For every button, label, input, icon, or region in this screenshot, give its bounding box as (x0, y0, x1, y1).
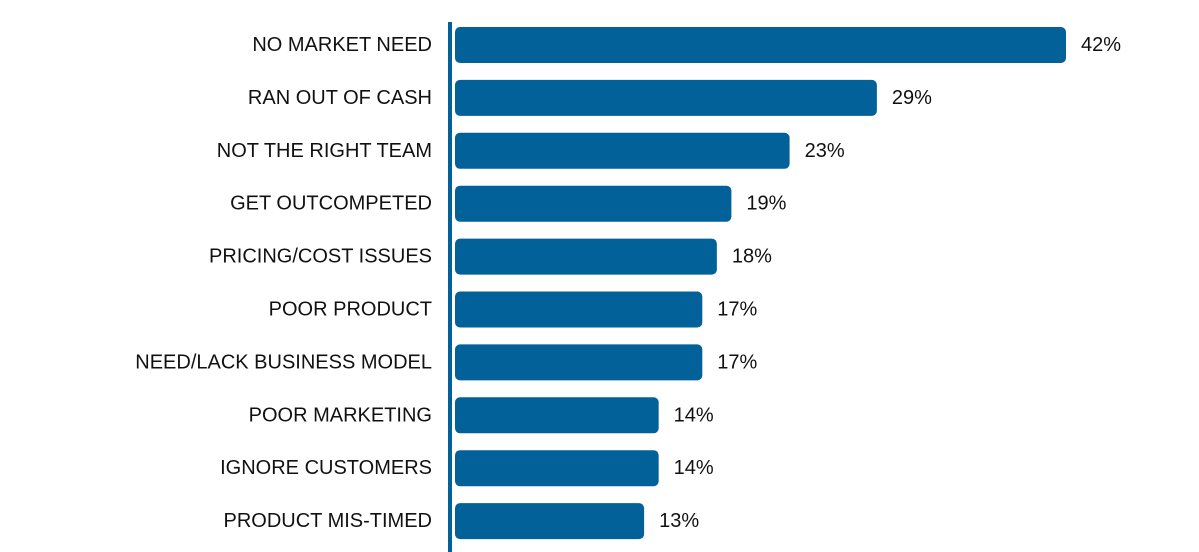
value-label: 19% (746, 193, 786, 215)
bar (455, 185, 732, 222)
value-label: 14% (674, 457, 714, 479)
category-label: POOR PRODUCT (269, 299, 432, 321)
value-label: 13% (659, 510, 699, 532)
category-label: POOR MARKETING (249, 404, 432, 426)
category-label: NO MARKET NEED (252, 34, 432, 56)
bar (455, 132, 790, 169)
bar (455, 27, 1066, 63)
category-label: PRODUCT MIS-TIMED (223, 510, 432, 532)
category-label: PRICING/COST ISSUES (209, 246, 432, 268)
value-label: 18% (732, 246, 772, 268)
bar (455, 79, 877, 116)
bar (455, 450, 659, 487)
bar (455, 238, 717, 275)
bar (455, 397, 659, 434)
bar (455, 291, 703, 328)
bar (455, 344, 703, 381)
category-label: NOT THE RIGHT TEAM (217, 140, 432, 162)
bar (455, 503, 645, 540)
category-label: NEED/LACK BUSINESS MODEL (135, 351, 432, 373)
value-label: 17% (717, 299, 757, 321)
value-label: 17% (717, 351, 757, 373)
value-label: 42% (1081, 34, 1121, 56)
category-label: GET OUTCOMPETED (230, 193, 432, 215)
category-label: IGNORE CUSTOMERS (220, 457, 432, 479)
value-label: 14% (674, 404, 714, 426)
category-label: RAN OUT OF CASH (248, 87, 432, 109)
value-label: 29% (892, 87, 932, 109)
value-label: 23% (805, 140, 845, 162)
